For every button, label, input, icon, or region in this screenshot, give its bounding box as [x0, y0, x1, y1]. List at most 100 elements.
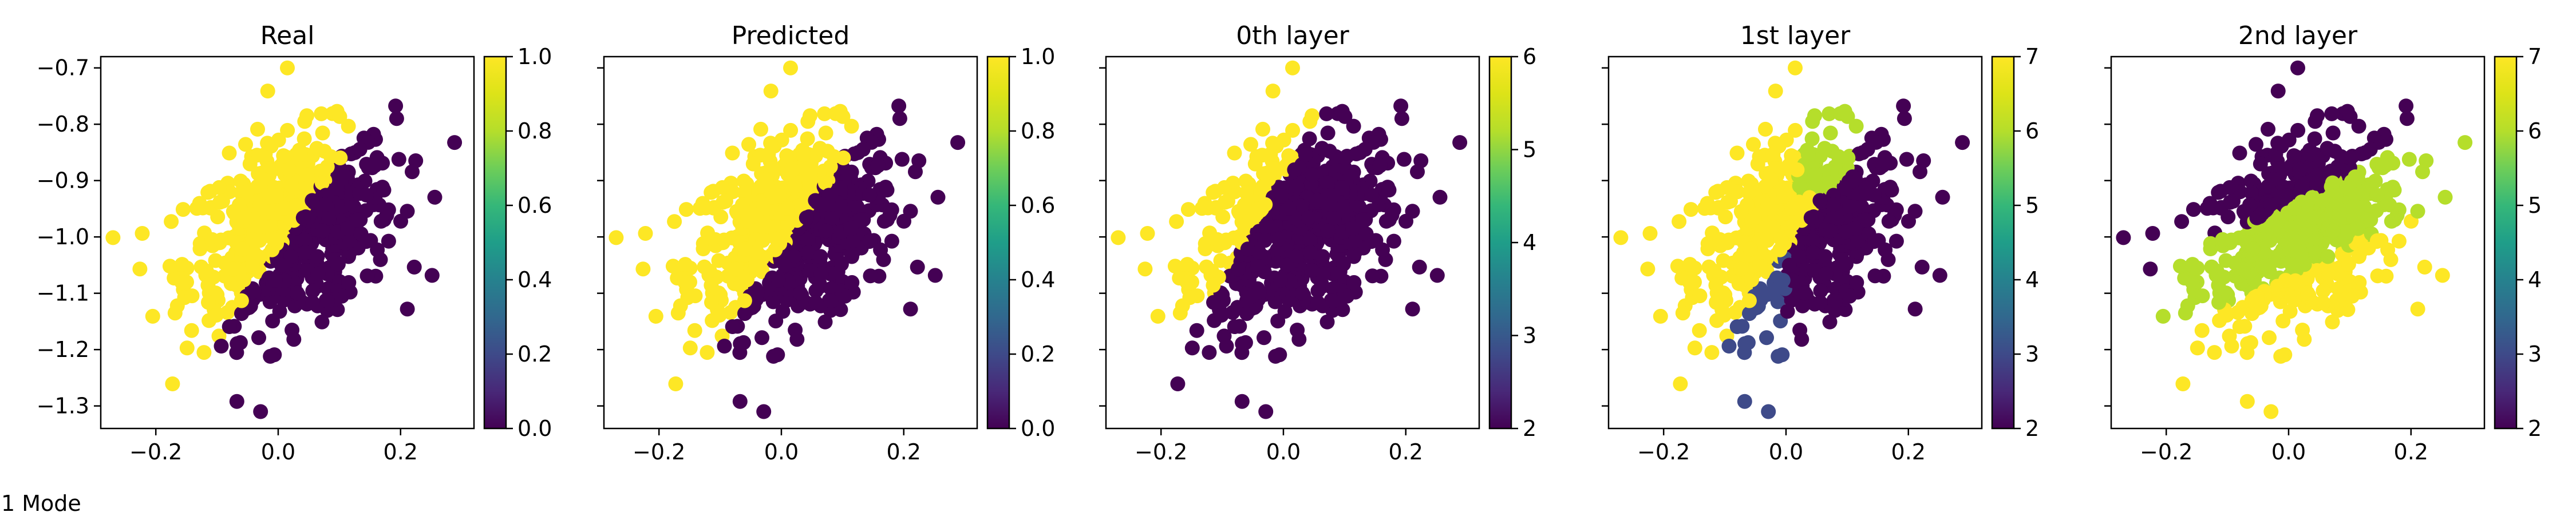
- scatter-point: [232, 335, 248, 350]
- scatter-point: [2243, 173, 2259, 189]
- scatter-point: [755, 233, 771, 248]
- colorbar-tick-label: 6: [2528, 118, 2542, 144]
- scatter-point: [2203, 236, 2218, 251]
- scatter-point: [359, 233, 374, 248]
- scatter-point: [1258, 197, 1273, 212]
- colorbar-tick-label: 4: [1523, 230, 1536, 255]
- scatter-point: [817, 314, 833, 330]
- scatter-point: [174, 275, 189, 290]
- scatter-point: [765, 294, 781, 309]
- scatter-point: [258, 146, 273, 162]
- scatter-point: [2340, 180, 2355, 196]
- scatter-point: [2308, 245, 2324, 260]
- scatter-point: [2458, 135, 2473, 150]
- scatter-point: [702, 263, 717, 279]
- scatter-point: [370, 242, 385, 257]
- scatter-point: [1336, 256, 1351, 272]
- scatter-point: [1899, 152, 1914, 167]
- scatter-point: [1273, 273, 1288, 288]
- scatter-point: [1613, 230, 1629, 245]
- scatter-point: [793, 285, 808, 301]
- scatter-point: [389, 111, 404, 126]
- scatter-point: [1775, 273, 1791, 288]
- scatter-point: [381, 233, 396, 249]
- scatter-point: [1823, 223, 1838, 239]
- scatter-point: [341, 275, 357, 290]
- scatter-point: [2286, 148, 2302, 164]
- scatter-point: [884, 233, 899, 249]
- scatter-point: [1315, 266, 1331, 281]
- scatter-point: [2211, 295, 2226, 310]
- scatter-point: [2309, 263, 2325, 278]
- scatter-point: [1818, 266, 1834, 281]
- scatter-point: [817, 106, 832, 121]
- scatter-point: [785, 162, 800, 177]
- scatter-point: [704, 295, 719, 310]
- scatter-point: [1348, 233, 1363, 248]
- scatter-point: [132, 261, 148, 277]
- scatter-point: [2303, 147, 2318, 162]
- scatter-point: [808, 295, 823, 310]
- scatter-point: [1779, 132, 1794, 148]
- scatter-point: [299, 167, 315, 182]
- scatter-point: [1328, 149, 1344, 164]
- scatter-point: [222, 145, 237, 161]
- scatter-point: [1281, 148, 1297, 164]
- scatter-point: [1257, 330, 1271, 346]
- scatter-point: [908, 164, 923, 180]
- scatter-point: [2308, 233, 2323, 248]
- scatter-point: [758, 172, 774, 187]
- scatter-point: [359, 188, 374, 203]
- scatter-point: [1706, 263, 1722, 279]
- colorbar: [2494, 55, 2518, 430]
- scatter-point: [787, 178, 803, 193]
- scatter-point: [1251, 244, 1267, 260]
- scatter-point: [737, 185, 752, 200]
- colorbar-tick-label: 4: [2528, 267, 2542, 292]
- scatter-point: [1150, 308, 1165, 324]
- scatter-point: [1184, 340, 1200, 356]
- scatter-point: [1813, 295, 1828, 310]
- scatter-point: [2370, 268, 2385, 284]
- scatter-point: [305, 283, 321, 299]
- scatter-point: [1773, 232, 1789, 247]
- scatter-point: [309, 141, 325, 156]
- scatter-point: [712, 308, 727, 323]
- scatter-point: [2218, 253, 2234, 268]
- scatter-point: [1867, 188, 1882, 203]
- scatter-point: [1319, 314, 1335, 330]
- scatter-point: [1231, 204, 1246, 219]
- scatter-point: [2384, 213, 2399, 229]
- scatter-point: [1826, 197, 1841, 212]
- scatter-point: [2307, 131, 2322, 146]
- scatter-point: [2143, 261, 2158, 277]
- scatter-point: [876, 213, 892, 229]
- scatter-point: [803, 108, 817, 124]
- scatter-point: [725, 319, 740, 334]
- scatter-point: [1897, 111, 1912, 126]
- scatter-point: [1848, 118, 1864, 134]
- scatter-point: [242, 156, 258, 172]
- scatter-point: [250, 121, 265, 137]
- panel-3: 0th layer −0.2 0.0 0.2 2 3 4 5 6: [1099, 21, 1536, 465]
- scatter-point: [376, 182, 392, 198]
- scatter-point: [1692, 323, 1707, 338]
- y-tick-label: −0.9: [37, 168, 89, 193]
- panel-title: 2nd layer: [2238, 21, 2358, 50]
- scatter-point: [2290, 122, 2306, 138]
- scatter-point: [756, 197, 771, 212]
- scatter-point: [1733, 204, 1749, 219]
- scatter-point: [2223, 232, 2239, 248]
- scatter-point: [725, 145, 740, 161]
- scatter-point: [2178, 305, 2193, 321]
- scatter-point: [1304, 263, 1319, 278]
- scatter-point: [1896, 98, 1911, 114]
- scatter-point: [1279, 257, 1294, 273]
- scatter-point: [1140, 226, 1155, 241]
- scatter-point: [1642, 226, 1658, 241]
- scatter-point: [200, 185, 216, 200]
- scatter-point: [2298, 199, 2314, 214]
- scatter-point: [754, 330, 769, 346]
- scatter-point: [1244, 210, 1259, 225]
- scatter-point: [1302, 233, 1318, 248]
